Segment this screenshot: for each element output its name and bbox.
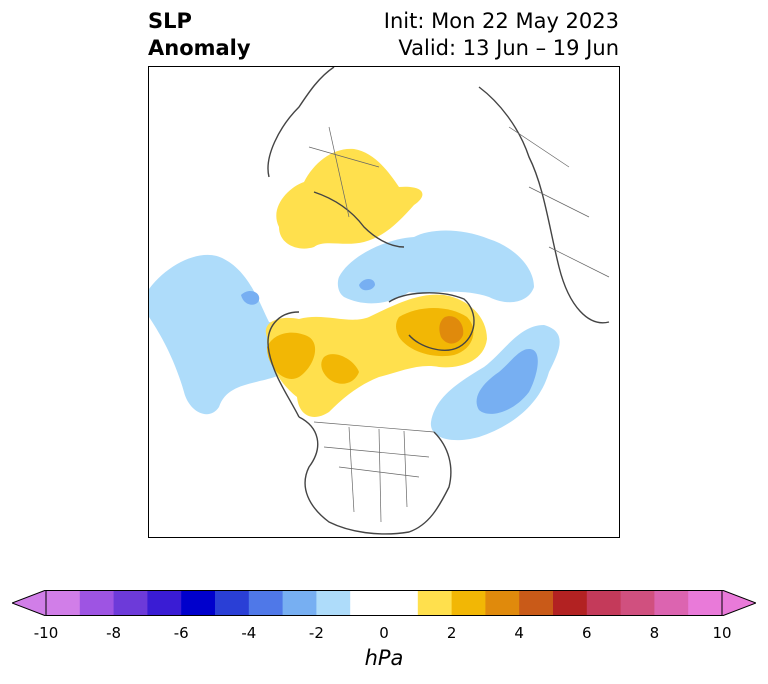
colorbar-bin [417,590,453,616]
north-pacific-low-core [241,290,260,305]
colorbar-tick-label: -8 [106,624,122,642]
colorbar [12,590,756,616]
borders [308,126,610,523]
colorbar-bin [282,590,317,616]
north-atlantic-low-core [476,349,538,414]
colorbar-bin [46,590,81,616]
colorbar-bin [553,590,588,616]
colorbar-tick-label: 2 [446,624,457,642]
title-line-1: SLP [148,9,192,33]
colorbar-tick-label: 0 [379,624,389,642]
colorbar-tick-label: 4 [514,624,524,642]
colorbar-tick-label: 10 [712,624,732,642]
north-pacific-low [149,254,301,415]
greenland-high-peak [439,316,464,344]
colorbar-outline [45,590,723,616]
colorbar-bin [113,590,148,616]
colorbar-bin [181,590,216,616]
colorbar-bin [384,590,419,616]
colorbar-bin [350,590,385,616]
colorbar-bin [654,590,689,616]
colorbar-tick-label: -10 [33,624,59,642]
colorbar-under-arrow [12,590,47,616]
colorbar-units: hPa [364,646,404,670]
colorbar-tick-label: -6 [173,624,189,642]
siberia-low [337,230,534,304]
colorbar-bin [688,590,723,616]
title-line-2: Anomaly [148,36,251,60]
colorbar-tick-label: -4 [241,624,257,642]
canada-high-core [321,354,359,384]
init-date: Init: Mon 22 May 2023 [383,9,619,33]
anomaly-map [148,66,620,538]
colorbar-over-arrow [721,590,756,616]
colorbar-bin [519,590,554,616]
chart-title: SLP Anomaly [148,8,251,62]
colorbar-bin [147,590,182,616]
colorbar-tick-label: 8 [649,624,660,642]
colorbar-bin [485,590,520,616]
anomaly-shading [149,148,560,441]
map-svg [149,67,610,535]
colorbar-bin [586,590,622,616]
colorbar-bin [215,590,250,616]
colorbar-bin [620,590,655,616]
valid-dates: Valid: 13 Jun – 19 Jun [398,36,619,60]
forecast-dates: Init: Mon 22 May 2023 Valid: 13 Jun – 19… [384,8,619,62]
siberia-low-core [359,279,375,291]
colorbar-bin [316,590,351,616]
eastern-europe-high [276,148,423,249]
alaska-high-core [267,332,316,379]
colorbar-tick-label: -2 [308,624,324,642]
coastlines [267,67,610,535]
colorbar-bin [451,590,486,616]
colorbar-bin [248,590,284,616]
colorbar-tick-label: 6 [582,624,592,642]
colorbar-bin [79,590,115,616]
